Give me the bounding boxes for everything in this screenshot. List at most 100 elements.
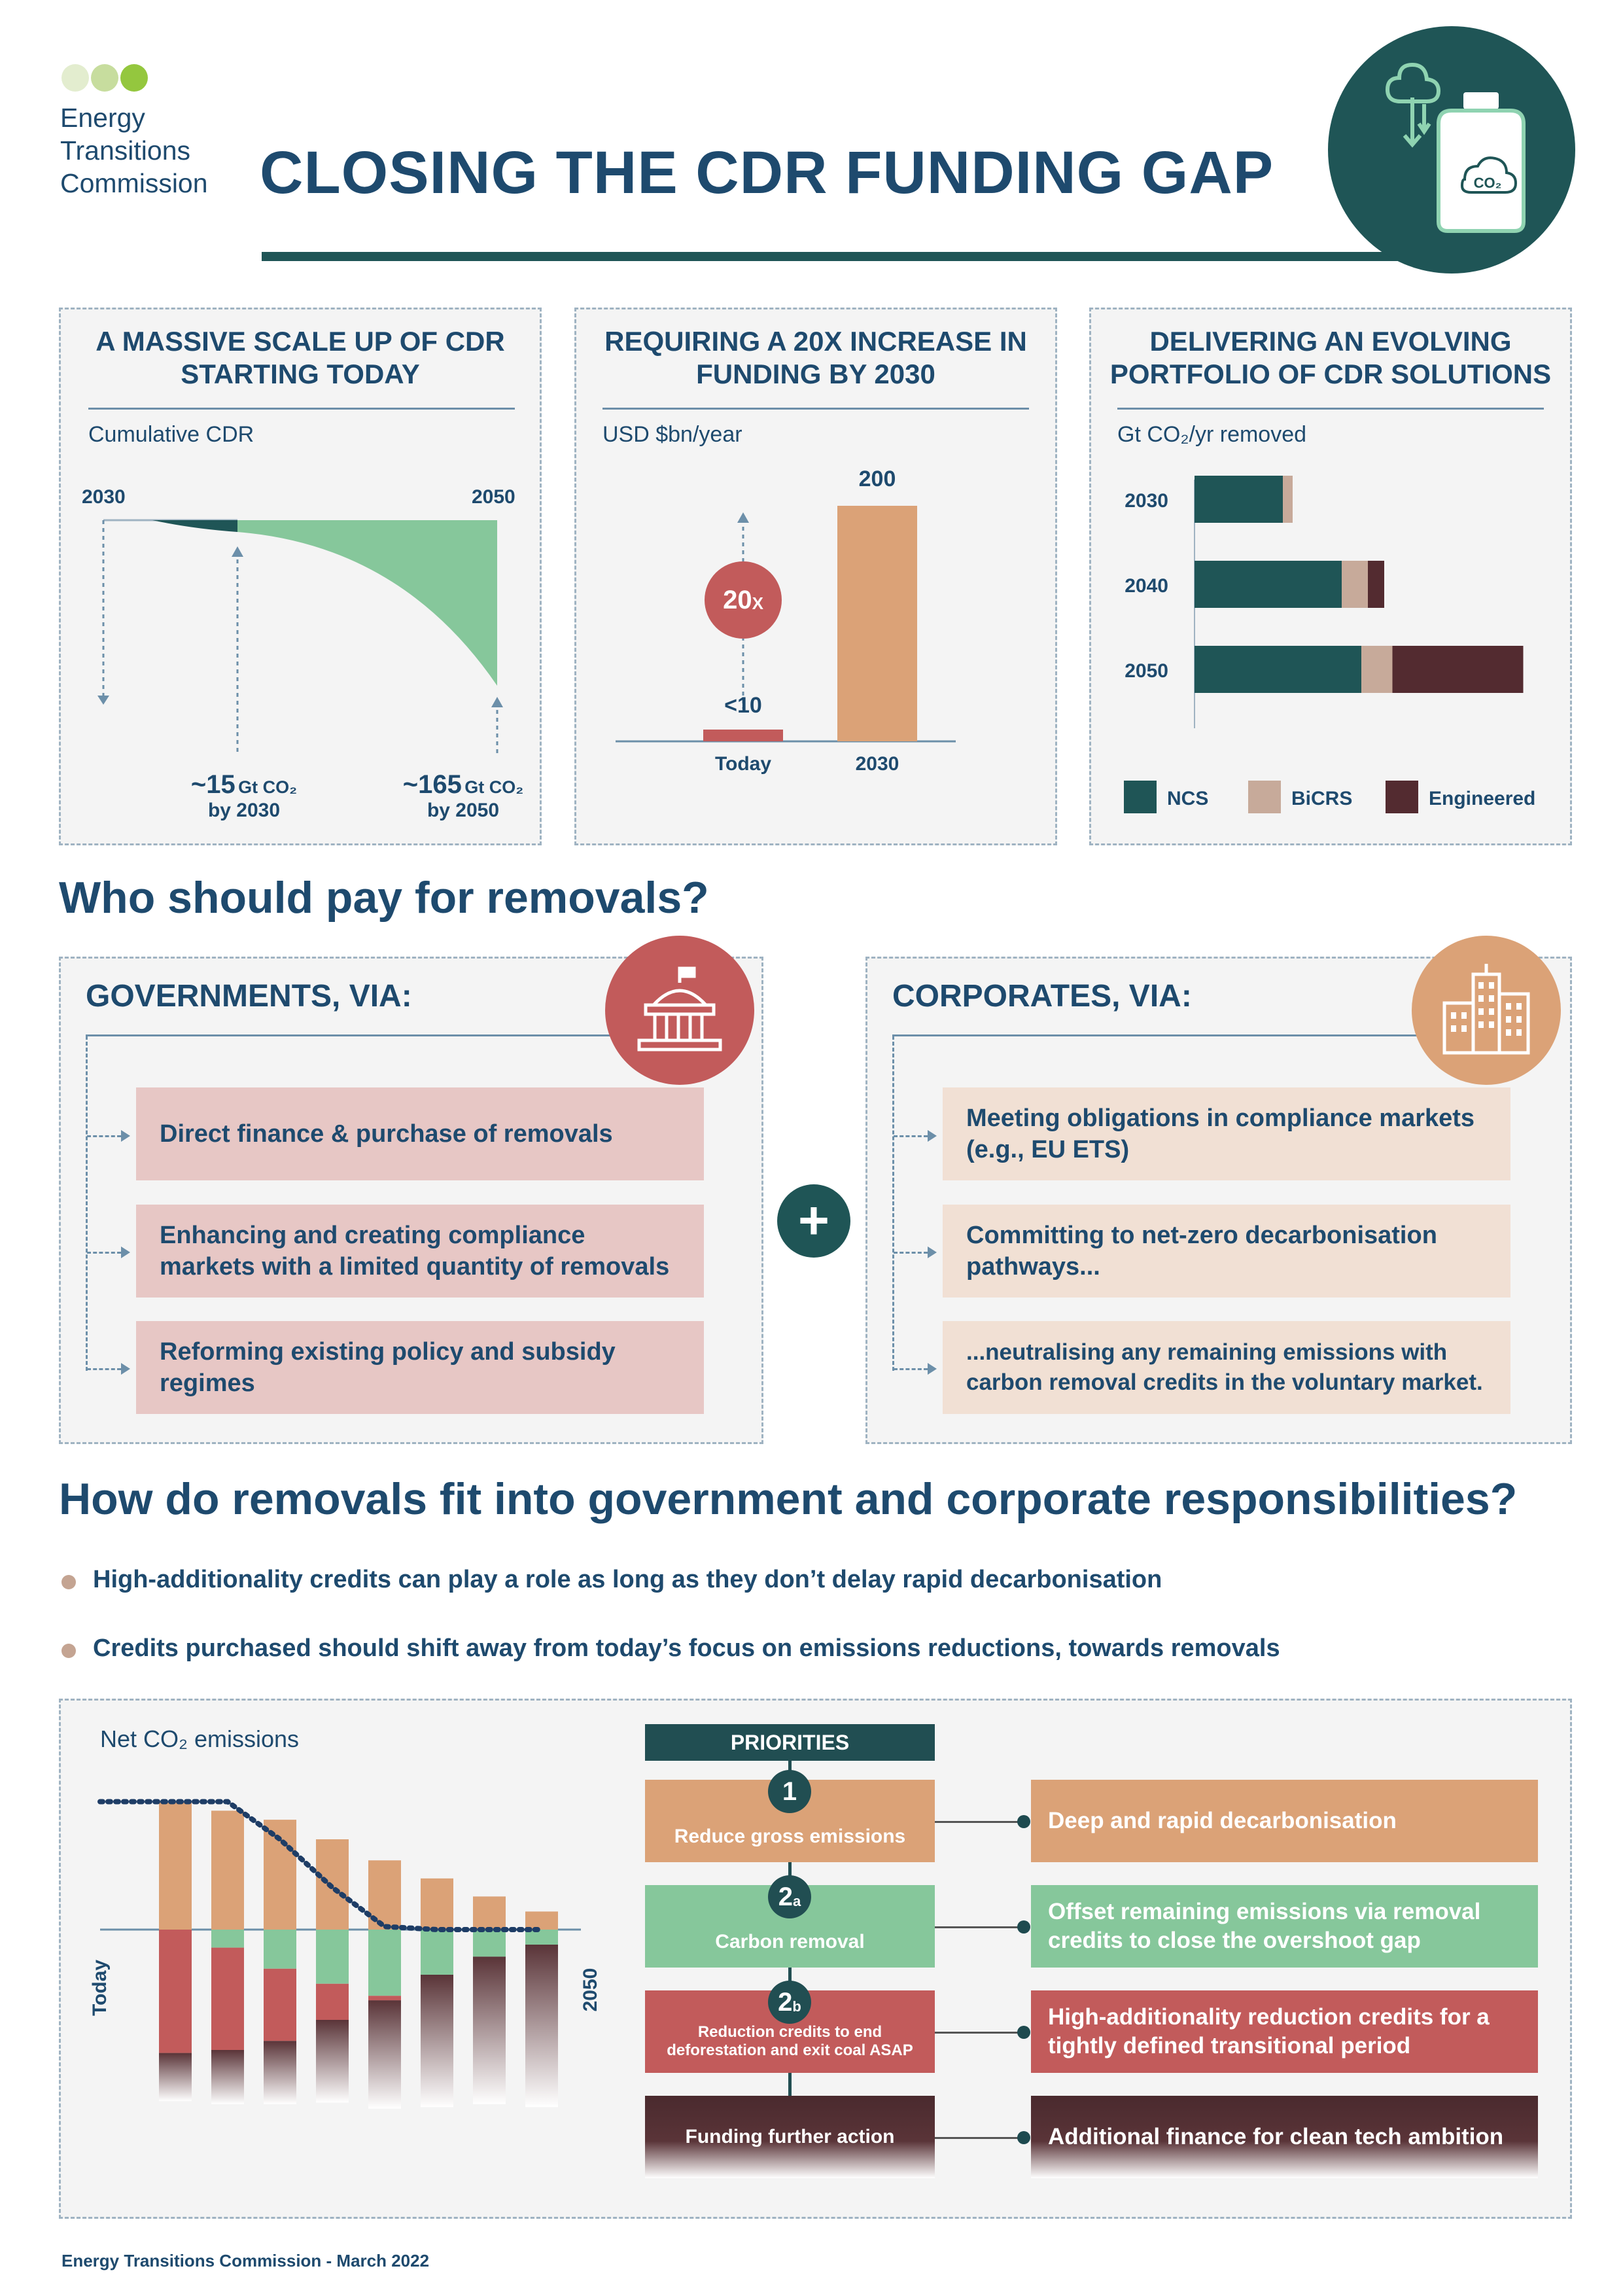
net-bar-segment [211,1930,244,1948]
priority-connector-2 [935,1920,1030,1934]
priority-number-1: 1 [768,1770,811,1813]
net-bar-segment [211,1810,244,1930]
panel-portfolio-title: DELIVERING AN EVOLVING PORTFOLIO OF CDR … [1091,325,1570,391]
bullet-dot-1 [61,1575,76,1589]
corp-item: Committing to net-zero decarbonisation p… [943,1205,1510,1298]
gov-item: Enhancing and creating compliance market… [136,1205,704,1298]
org-name: Energy Transitions Commission [60,101,208,200]
net-bar-segment [264,1968,296,2041]
net-bar-segment [316,1930,349,1984]
logo-dot-1 [61,64,89,92]
plus-badge: + [777,1184,850,1258]
axis-2050-label: 2050 [472,486,515,508]
portfolio-category-label: 2040 [1125,575,1168,597]
net-bar-segment [473,1930,506,1957]
panel-portfolio-title-line-2: PORTFOLIO OF CDR SOLUTIONS [1109,359,1552,389]
net-bar-segment [368,1930,401,1996]
priority-number-2b-sub: b [792,1998,801,2015]
org-line-2: Transitions [60,135,190,166]
panel-scale-up-title-line-1: A MASSIVE SCALE UP OF CDR [96,326,505,357]
multiplier-badge: 20 X [705,561,782,639]
bullet-dot-2 [61,1644,76,1658]
corp-arrow-2 [894,1246,937,1258]
fit-bullet-1: High-additionality credits can play a ro… [93,1566,1162,1593]
priority-connector-4 [935,2131,1030,2144]
gov-rule [86,1034,668,1036]
panel-portfolio: DELIVERING AN EVOLVING PORTFOLIO OF CDR … [1089,308,1572,845]
portfolio-category-label: 2030 [1125,490,1168,512]
title-underline [262,252,1413,261]
net-bar-segment [421,1975,453,2108]
callout-2050-value: ~165 [402,770,462,799]
callout-2050: ~165 Gt CO₂ by 2050 [388,770,538,822]
corporate-buildings-badge [1412,936,1561,1085]
gov-branch-line [86,1036,88,1371]
header-co2-badge: CO₂ [1328,26,1575,274]
net-bar-segment [525,1930,558,1945]
net-bar-segment [316,1983,349,2020]
multiplier-suffix: X [752,593,763,613]
corp-rule [892,1034,1475,1036]
net-bar-segment [264,1930,296,1969]
org-line-3: Commission [60,168,208,198]
portfolio-bar-segment [1283,476,1293,523]
portfolio-bar-segment [1342,561,1368,608]
corp-item: ...neutralising any remaining emissions … [943,1321,1510,1414]
result-high-additionality: High-additionality reduction credits for… [1031,1990,1538,2073]
portfolio-bar-chart: 2030 2040 2050 NCS BiCRS Engineered [1124,476,1535,813]
priority-connector-1 [935,1815,1030,1828]
net-emissions-chart [97,1799,581,2109]
panel-scale-up-subtitle: Cumulative CDR [88,422,254,447]
portfolio-bar-segment [1195,476,1283,523]
net-bar-segment [473,1896,506,1930]
logo-dot-3 [120,64,148,92]
priorities-diagram: PRIORITIES Reduce gross emissions Deep a… [645,1724,1541,2202]
corp-title: CORPORATES, VIA: [892,979,1192,1014]
legend-swatch [1248,781,1281,813]
net-bar-segment [211,2050,244,2104]
callout-2030-value: ~15 [190,770,236,799]
panel-priorities: Net CO₂ emissions Today 2050 PRIORITIES … [59,1699,1572,2219]
net-emissions-title: Net CO₂ emissions [100,1725,300,1752]
gov-item: Direct finance & purchase of removals [136,1087,704,1180]
net-bar-segment [473,1956,506,2104]
result-deep-decarbonisation: Deep and rapid decarbonisation [1031,1780,1538,1862]
net-bar-segment [264,2041,296,2104]
who-pays-heading: Who should pay for removals? [59,873,709,923]
panel-portfolio-subtitle: Gt CO₂/yr removed [1117,422,1307,447]
plus-icon: + [798,1191,829,1250]
panel-scale-up-title-line-2: STARTING TODAY [181,359,420,389]
net-emissions-line [97,1799,544,1932]
cdr-area-2050 [237,520,497,686]
result-offset-remaining: Offset remaining emissions via removal c… [1031,1885,1538,1968]
gov-title: GOVERNMENTS, VIA: [86,979,412,1014]
priority-reduction-credits: Reduction credits to end deforestation a… [645,1990,935,2073]
corp-item: Meeting obligations in compliance market… [943,1087,1510,1180]
panel-portfolio-rule [1117,408,1544,410]
government-building-icon [637,966,722,1051]
page-title: CLOSING THE CDR FUNDING GAP [260,139,1274,206]
axis-2030-label: 2030 [82,486,126,508]
portfolio-bar-segment [1195,646,1361,693]
co2-container-icon: CO₂ [1385,62,1526,233]
panel-funding-title: REQUIRING A 20X INCREASE IN FUNDING BY 2… [576,325,1055,391]
gov-arrow-3 [87,1363,130,1375]
net-bar-segment [421,1878,453,1930]
net-bar-segment [159,2053,192,2102]
panel-funding-subtitle: USD $bn/year [602,422,742,447]
priority-number-2b-text: 2 [778,1987,793,2017]
cdr-callout-arrow-1 [232,546,243,557]
panel-funding: REQUIRING A 20X INCREASE IN FUNDING BY 2… [574,308,1057,845]
net-bar-segment [316,2020,349,2103]
portfolio-bar-segment [1195,561,1342,608]
callout-2050-unit: Gt CO₂ [464,777,524,797]
portfolio-bar-segment [1368,561,1384,608]
net-bar-segment [368,2000,401,2109]
net-bar-segment [525,1945,558,2108]
portfolio-bar-segment [1392,646,1524,693]
priorities-header: PRIORITIES [645,1724,935,1761]
fit-bullet-2: Credits purchased should shift away from… [93,1634,1280,1662]
cdr-area-2030 [152,520,237,532]
callout-2030: ~15 Gt CO₂ by 2030 [169,770,319,822]
